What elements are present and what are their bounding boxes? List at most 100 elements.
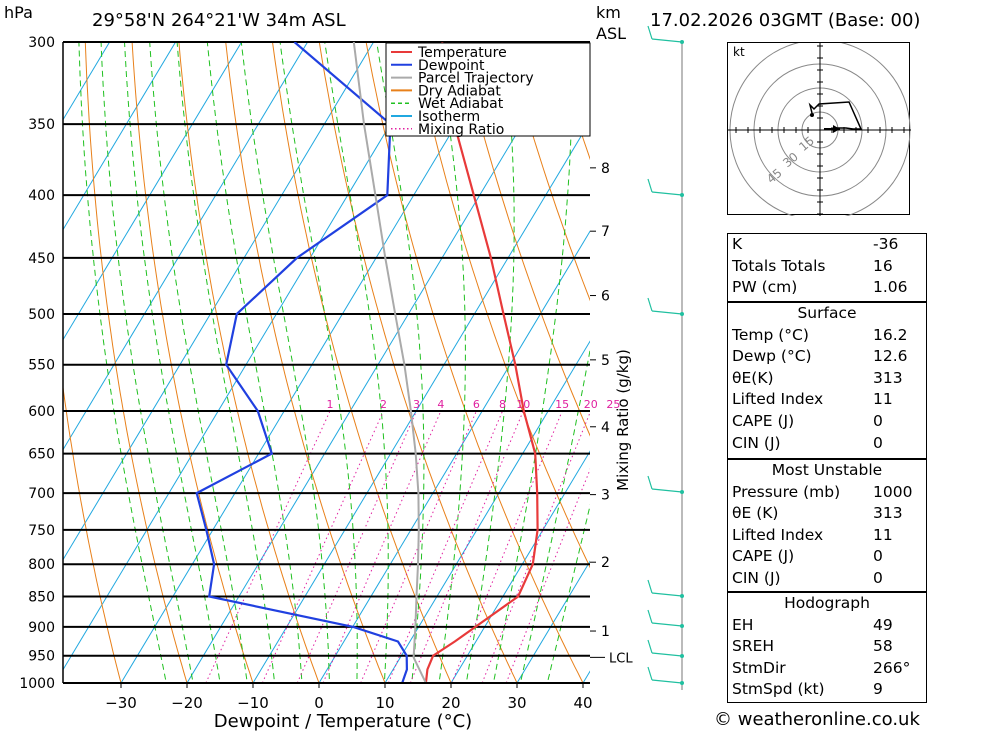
wet-adiabat-line <box>124 42 221 683</box>
legend-label: Mixing Ratio <box>418 122 504 138</box>
wet-adiabat-line <box>78 42 167 683</box>
wind-barb-shaft <box>651 310 683 315</box>
pressure-tick-label: 300 <box>28 35 55 51</box>
most-unstable-key: θE (K) <box>732 504 779 523</box>
location-title: 29°58'N 264°21'W 34m ASL <box>92 10 346 31</box>
surface-value: 0 <box>873 411 883 430</box>
pressure-tick-label: 1000 <box>19 676 55 692</box>
asl-label: ASL <box>596 24 627 43</box>
hodograph-index-row: SREH 58 <box>728 636 926 658</box>
surface-key: Temp (°C) <box>732 325 809 344</box>
km-tick-label: 4 <box>601 420 610 436</box>
km-tick-label: 7 <box>601 224 610 240</box>
wet-adiabat-line <box>465 42 515 683</box>
most-unstable-row: CAPE (J) 0 <box>728 546 926 568</box>
mixing-ratio-label: 4 <box>437 398 444 411</box>
most-unstable-key: CIN (J) <box>732 568 781 587</box>
index-value: 1.06 <box>873 278 908 297</box>
pressure-tick-label: 900 <box>28 620 55 636</box>
pressure-tick-label: 400 <box>28 188 55 204</box>
most-unstable-title: Most Unstable <box>771 461 883 479</box>
pressure-tick-label: 950 <box>28 649 55 665</box>
hodograph-index-key: SREH <box>732 637 775 656</box>
legend-label: Temperature <box>417 45 507 61</box>
wet-adiabat-line <box>324 42 389 683</box>
isotherm-line <box>63 42 441 671</box>
surface-row: Lifted Index 11 <box>728 389 926 411</box>
dry-adiabat-line <box>271 42 452 683</box>
wind-barb-shaft <box>651 652 683 657</box>
surface-key: CIN (J) <box>732 433 781 452</box>
wind-barb-shaft <box>651 191 683 196</box>
most-unstable-key: Pressure (mb) <box>732 482 841 501</box>
hodograph-index-value: 266° <box>873 658 911 677</box>
wet-adiabat-line <box>149 42 248 683</box>
parcel-trajectory-profile <box>352 42 427 683</box>
pressure-tick-label: 650 <box>28 447 55 463</box>
dry-adiabat-line <box>84 42 188 683</box>
wind-barb-shaft <box>651 622 683 627</box>
wet-adiabat-line <box>206 42 303 683</box>
isotherm-line <box>450 450 590 683</box>
km-tick-label: 1 <box>601 624 610 640</box>
wind-barb-flag <box>647 609 653 624</box>
pressure-tick-label: 850 <box>28 589 55 605</box>
datetime-title: 17.02.2026 03GMT (Base: 00) <box>650 10 921 31</box>
index-key: Totals Totals <box>732 256 826 275</box>
wind-barb-flag <box>647 297 653 312</box>
most-unstable-value: 1000 <box>873 482 913 501</box>
hodograph-index-key: StmDir <box>732 658 786 677</box>
pressure-tick-label: 450 <box>28 251 55 267</box>
dry-adiabat-line <box>919 24 1000 709</box>
legend-label: Wet Adiabat <box>418 96 504 112</box>
pressure-tick-label: 750 <box>28 523 55 539</box>
index-value: 16 <box>873 256 893 275</box>
x-tick-label: 20 <box>441 694 460 712</box>
storm-motion-arrowhead <box>833 125 840 133</box>
hodograph-panel: 15 30 45 kt <box>727 42 911 216</box>
dry-adiabat-line <box>965 24 1000 709</box>
legend-label: Isotherm <box>418 109 480 125</box>
most-unstable-key: Lifted Index <box>732 525 824 544</box>
index-key: K <box>732 235 743 253</box>
hodograph-index-row: StmSpd (kt) 9 <box>728 679 926 701</box>
mixing-ratio-line <box>451 410 563 683</box>
mixing-ratio-line <box>261 410 384 683</box>
mixing-ratio-label: 20 <box>584 398 598 411</box>
surface-key: Lifted Index <box>732 390 824 409</box>
most-unstable-value: 11 <box>873 525 893 544</box>
mixing-ratio-label: 25 <box>606 398 620 411</box>
legend-box <box>385 42 591 137</box>
x-tick-label: 40 <box>573 694 592 712</box>
most-unstable-row: θE (K) 313 <box>728 503 926 525</box>
surface-key: Dewp (°C) <box>732 347 812 366</box>
wind-barb-flag <box>647 475 653 490</box>
most-unstable-row: Pressure (mb) 1000 <box>728 482 926 504</box>
credit-link[interactable]: © weatheronline.co.uk <box>714 709 920 730</box>
hodograph-unit-label: kt <box>733 45 745 59</box>
km-tick-label: 5 <box>601 353 610 369</box>
surface-value: 0 <box>873 433 883 452</box>
mixing-ratio-label: 10 <box>516 398 530 411</box>
surface-value: 11 <box>873 390 893 409</box>
most-unstable-value: 0 <box>873 547 883 566</box>
wind-barb-flag <box>647 178 653 193</box>
km-tick-label: 2 <box>601 555 610 571</box>
dry-adiabat-line <box>131 42 254 683</box>
most-unstable-value: 313 <box>873 504 903 523</box>
hodograph-index-row: StmDir 266° <box>728 658 926 680</box>
hodograph-indices-title: Hodograph <box>784 594 870 612</box>
x-tick-label: −10 <box>237 694 269 712</box>
hodograph-index-value: 58 <box>873 637 893 656</box>
x-tick-label: 0 <box>314 694 324 712</box>
dewpoint-profile <box>195 42 409 683</box>
dry-adiabat-line <box>459 42 590 437</box>
mixing-ratio-label: 8 <box>499 398 506 411</box>
hodograph-index-value: 9 <box>873 680 883 699</box>
pressure-tick-label: 600 <box>28 404 55 420</box>
x-tick-label: −20 <box>171 694 203 712</box>
surface-row: CAPE (J) 0 <box>728 411 926 433</box>
isotherm-line <box>63 42 243 341</box>
mixing-ratio-label: 2 <box>380 398 387 411</box>
wet-adiabat-line <box>376 42 425 683</box>
